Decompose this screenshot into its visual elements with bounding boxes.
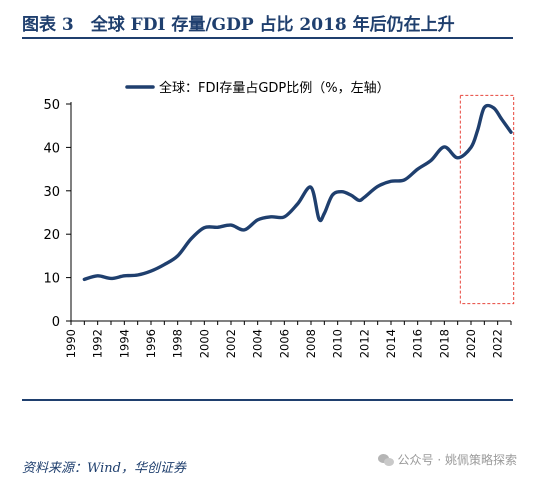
data-point xyxy=(296,202,300,206)
data-point xyxy=(509,130,513,134)
watermark-text: 公众号 · 姚佩策略探索 xyxy=(397,453,517,467)
y-tick-label: 50 xyxy=(43,98,60,113)
y-tick-label: 0 xyxy=(52,315,60,330)
data-point xyxy=(402,178,406,182)
y-tick-label: 30 xyxy=(43,185,60,200)
x-tick-label: 2010 xyxy=(331,329,345,358)
x-tick-label: 2020 xyxy=(464,329,478,358)
data-point xyxy=(216,225,220,229)
chart-legend: 全球：FDI存量占GDP比例（%，左轴） xyxy=(125,80,390,96)
x-tick-label: 2016 xyxy=(411,329,425,358)
legend-label: 全球：FDI存量占GDP比例（%，左轴） xyxy=(159,80,390,96)
data-point xyxy=(309,185,313,189)
data-point xyxy=(229,223,233,227)
data-points xyxy=(82,105,513,281)
x-tick-label: 2014 xyxy=(384,329,398,358)
data-point xyxy=(109,276,113,280)
x-tick-label: 1996 xyxy=(144,329,158,358)
data-point xyxy=(122,274,126,278)
x-axis: 1990 1992 1994 1996 1998 2000 2002 2004 2006 2008… xyxy=(64,320,512,358)
x-tick-label: 2012 xyxy=(357,329,371,358)
x-tick-label: 2018 xyxy=(437,329,451,358)
data-point xyxy=(456,156,460,160)
data-point xyxy=(269,215,273,219)
data-point xyxy=(176,254,180,258)
data-point xyxy=(136,273,140,277)
data-point xyxy=(357,198,361,202)
data-point xyxy=(189,237,193,241)
x-tick-label: 1994 xyxy=(117,329,131,358)
top-rule xyxy=(22,37,513,39)
data-point xyxy=(349,193,353,197)
data-point xyxy=(149,269,153,273)
x-tick-label: 2008 xyxy=(304,329,318,358)
series-line xyxy=(82,103,513,282)
x-tick-label: 2000 xyxy=(197,329,211,358)
y-tick-label: 10 xyxy=(43,272,60,287)
data-point xyxy=(322,211,326,215)
data-point xyxy=(416,167,420,171)
data-point xyxy=(96,274,100,278)
data-point xyxy=(469,145,473,149)
figure-title: 图表 3 全球 FDI 存量/GDP 占比 2018 年后仍在上升 xyxy=(22,15,455,35)
x-tick-label: 1998 xyxy=(171,329,185,358)
highlight-box xyxy=(459,94,515,305)
y-tick-label: 40 xyxy=(43,141,60,156)
data-point xyxy=(500,117,504,121)
wechat-icon xyxy=(377,453,394,466)
data-point xyxy=(242,228,246,232)
x-tick-label: 2006 xyxy=(277,329,291,358)
y-tick-label: 20 xyxy=(43,228,60,243)
x-tick-label: 1990 xyxy=(64,329,78,358)
source-note: 资料来源：Wind，华创证券 xyxy=(22,461,186,476)
data-point xyxy=(340,190,344,194)
data-point xyxy=(442,145,446,149)
data-point xyxy=(476,128,480,132)
data-point xyxy=(376,184,380,188)
data-point xyxy=(317,217,321,221)
data-point xyxy=(202,226,206,230)
watermark: 公众号 · 姚佩策略探索 xyxy=(377,451,517,468)
x-tick-label: 1992 xyxy=(91,329,105,358)
data-point xyxy=(389,179,393,183)
data-point xyxy=(256,218,260,222)
x-tick-label: 2002 xyxy=(224,329,238,358)
data-point xyxy=(492,106,496,110)
data-point xyxy=(282,215,286,219)
data-point xyxy=(482,105,486,109)
data-point xyxy=(330,193,334,197)
bottom-rule xyxy=(22,399,513,401)
x-tick-label: 2022 xyxy=(491,329,505,358)
data-point xyxy=(362,195,366,199)
y-axis: 0 10 20 30 40 50 xyxy=(43,98,72,330)
data-point xyxy=(162,263,166,267)
x-tick-label: 2004 xyxy=(251,329,265,358)
data-point xyxy=(429,158,433,162)
data-point xyxy=(82,277,86,281)
